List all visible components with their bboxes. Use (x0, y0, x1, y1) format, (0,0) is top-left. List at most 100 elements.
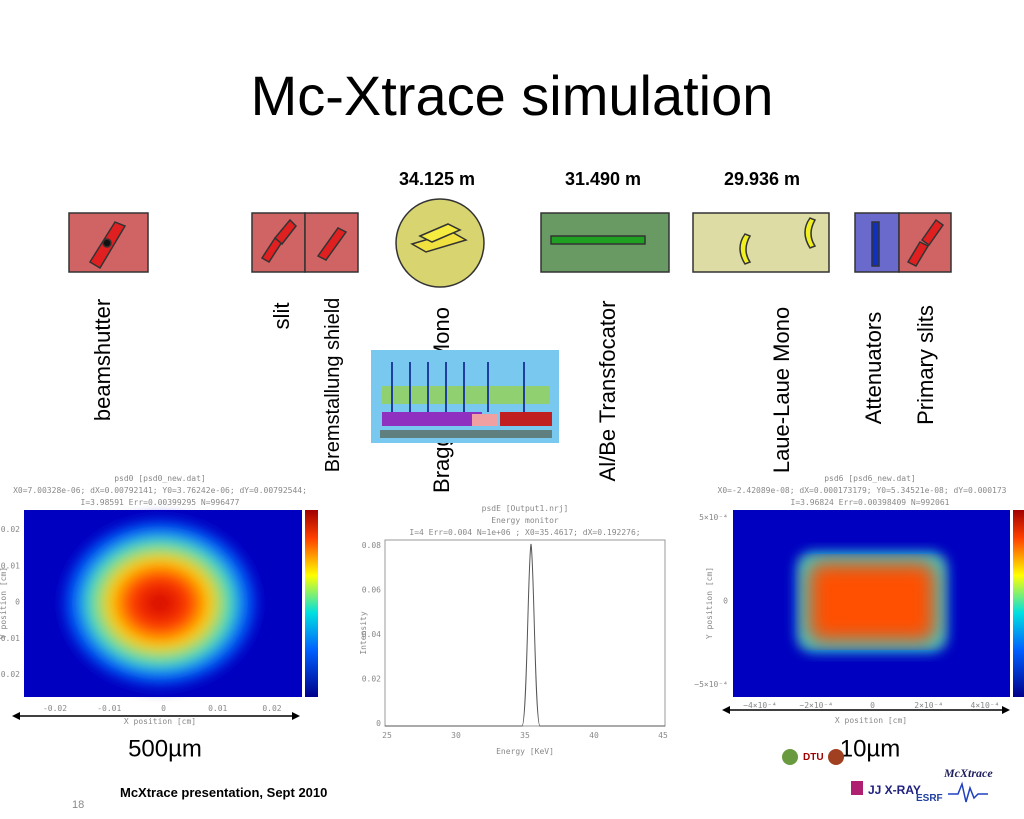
plot-frame (384, 539, 666, 727)
logos: DTU JJ X-RAY ESRF McXtrace (782, 749, 993, 804)
icon (273, 218, 297, 246)
logo: McXtrace (943, 766, 993, 780)
y-label: Y position [cm] (705, 567, 714, 639)
mono-inset (371, 350, 559, 443)
y-tick-label: -0.01 (0, 634, 20, 643)
x-tick-label: 0 (870, 701, 875, 710)
inset-rods (391, 362, 525, 412)
y-tick-label: -0.02 (0, 670, 20, 679)
x-label: X position [cm] (835, 716, 907, 725)
icon (906, 241, 930, 267)
y-tick-label: 0 (723, 597, 728, 606)
x-tick-label: -0.01 (97, 704, 121, 713)
component-label: slit (269, 303, 294, 330)
y-ticks: 5×10⁻⁴ 0 −5×10⁻⁴ (694, 513, 728, 689)
logo: JJ X-RAY (868, 783, 921, 797)
y-tick-label: 0 (376, 719, 381, 728)
plot-right: psd6 [psd6_new.dat] X0=-2.42089e-08; dX=… (694, 474, 1024, 762)
y-label: Intensity (359, 611, 368, 655)
heatmap-spot (60, 517, 260, 689)
beam-size: 500µm (128, 735, 202, 762)
beam-size: 10µm (840, 735, 901, 762)
x-ticks: −4×10⁻⁴ −2×10⁻⁴ 0 2×10⁻⁴ 4×10⁻⁴ (743, 701, 999, 710)
plot-middle: psdE [Output1.nrj] Energy monitor I=4 Er… (359, 504, 668, 756)
x-ticks: -0.02 -0.01 0 0.01 0.02 (43, 704, 282, 713)
plot-header: psd6 [psd6_new.dat] (824, 474, 916, 483)
colorbar (305, 510, 318, 697)
colorbar (1013, 510, 1024, 697)
logo: DTU (803, 752, 824, 763)
x-label: X position [cm] (124, 717, 196, 726)
y-tick-label: 0.06 (362, 586, 381, 595)
page-number: 18 (72, 799, 84, 811)
plot-header: X0=7.00328e-06; dX=0.00792141; Y0=3.7624… (13, 486, 307, 495)
distances: 34.125 m 31.490 m 29.936 m (399, 169, 800, 189)
energy-peak (385, 543, 665, 727)
x-label: Energy [KeV] (496, 747, 554, 756)
x-tick-label: 0.02 (262, 704, 281, 713)
y-tick-label: 0.04 (362, 630, 381, 639)
x-tick-label: 35 (520, 731, 530, 740)
title: Mc-Xtrace simulation (251, 64, 774, 127)
icon (102, 238, 112, 248)
heatmap-square-core (808, 562, 936, 642)
logo: ESRF (916, 793, 943, 804)
component-label: Attenuators (861, 312, 886, 425)
component-label: Laue-Laue Mono (769, 307, 794, 473)
icon (418, 223, 462, 243)
icon (920, 218, 945, 247)
logo-icon (828, 749, 844, 765)
icon (871, 221, 880, 267)
icon (316, 227, 348, 261)
y-tick-label: −5×10⁻⁴ (694, 680, 728, 689)
plot-header: psdE [Output1.nrj] (482, 504, 569, 513)
icon (550, 235, 646, 245)
x-tick-label: −2×10⁻⁴ (799, 701, 833, 710)
inset-part (500, 412, 552, 426)
y-tick-label: 0.01 (1, 561, 20, 570)
inset-part (472, 414, 498, 426)
component-label: Bremstallung shield (322, 298, 344, 473)
y-tick-label: 0.08 (362, 541, 381, 550)
x-tick-label: 40 (589, 731, 599, 740)
distance: 31.490 m (565, 169, 641, 189)
y-ticks: 0.02 0.01 0 -0.01 -0.02 (0, 525, 20, 679)
footer-text: McXtrace presentation, Sept 2010 (120, 785, 327, 800)
inset-part (382, 412, 482, 426)
logo-icon (851, 781, 863, 795)
distance: 34.125 m (399, 169, 475, 189)
plot-header: Energy monitor (491, 516, 559, 525)
distance: 29.936 m (724, 169, 800, 189)
inset-part (380, 430, 552, 438)
y-tick-label: 5×10⁻⁴ (699, 513, 728, 522)
y-label: Y position [cm] (0, 567, 8, 639)
x-tick-label: 45 (658, 731, 668, 740)
plot-left: psd0 [psd0_new.dat] X0=7.00328e-06; dX=0… (0, 474, 318, 762)
x-tick-label: 4×10⁻⁴ (971, 701, 1000, 710)
x-tick-label: 30 (451, 731, 461, 740)
plot-header: X0=-2.42089e-08; dX=0.000173179; Y0=5.34… (718, 486, 1007, 495)
icon (804, 217, 817, 249)
inset-part (382, 386, 550, 404)
x-tick-label: 0 (161, 704, 166, 713)
icon (739, 233, 752, 265)
y-ticks: 0 0.02 0.04 0.06 0.08 (362, 541, 381, 728)
x-tick-label: -0.02 (43, 704, 67, 713)
logo-icon (782, 749, 798, 765)
component-labels: beamshutter slit Bremstallung shield Bra… (90, 298, 938, 493)
plot-header: I=4 Err=0.004 N=1e+06 ; X0=35.4617; dX=0… (409, 528, 640, 537)
plot-header: I=3.98591 Err=0.00399295 N=996477 (81, 498, 240, 507)
plot-header: psd0 [psd0_new.dat] (114, 474, 206, 483)
x-tick-label: −4×10⁻⁴ (743, 701, 777, 710)
component-label: Primary slits (913, 305, 938, 425)
plot-header: I=3.96824 Err=0.00398409 N=992061 (791, 498, 950, 507)
beamline (68, 198, 952, 288)
logo-icon (948, 781, 988, 803)
component-label: beamshutter (90, 299, 115, 421)
component-label: Al/Be Transfocator (595, 301, 620, 482)
x-ticks: 25 30 35 40 45 (382, 731, 668, 740)
y-tick-label: 0 (15, 598, 20, 607)
